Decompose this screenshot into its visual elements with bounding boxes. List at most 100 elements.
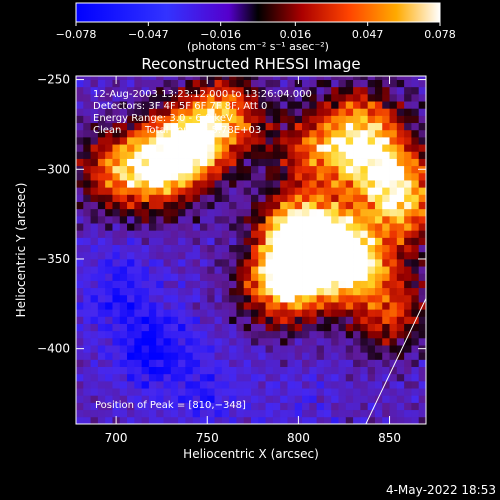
heatmap-cell (323, 388, 332, 396)
heatmap-cell (127, 337, 135, 346)
heatmap-cell (258, 395, 266, 403)
heatmap-cell (214, 345, 223, 353)
heatmap-cell (294, 409, 303, 418)
heatmap-cell (170, 388, 179, 396)
heatmap-cell (97, 187, 106, 195)
heatmap-cell (127, 345, 135, 353)
heatmap-cell (97, 359, 106, 367)
heatmap-cell (345, 237, 354, 246)
heatmap-cell (170, 359, 179, 367)
heatmap-cell (280, 187, 288, 195)
heatmap-cell (404, 93, 412, 102)
heatmap-cell (258, 266, 266, 274)
heatmap-cell (192, 273, 201, 281)
heatmap-cell (287, 101, 296, 109)
heatmap-cell (280, 380, 288, 389)
heatmap-cell (243, 388, 252, 396)
heatmap-cell (309, 151, 318, 159)
heatmap-cell (134, 158, 143, 167)
heatmap-cell (331, 151, 339, 159)
heatmap-cell (229, 323, 237, 332)
heatmap-cell (90, 258, 99, 267)
heatmap-cell (411, 187, 420, 195)
heatmap-cell (163, 76, 172, 80)
heatmap-cell (367, 115, 376, 124)
heatmap-cell (323, 215, 332, 224)
heatmap-cell (316, 258, 325, 267)
heatmap-cell (389, 223, 398, 231)
heatmap-cell (251, 93, 259, 102)
heatmap-cell (353, 388, 361, 396)
heatmap-cell (148, 201, 157, 210)
heatmap-cell (141, 380, 150, 389)
heatmap-cell (367, 294, 376, 303)
heatmap-cell (404, 151, 412, 159)
heatmap-cell (229, 366, 237, 375)
heatmap-cell (243, 380, 252, 389)
heatmap-cell (382, 129, 390, 138)
heatmap-cell (83, 237, 91, 246)
heatmap-cell (418, 395, 426, 403)
heatmap-cell (251, 373, 259, 382)
heatmap-cell (221, 359, 230, 367)
annotation-clean: Clean (93, 125, 121, 136)
heatmap-cell (105, 395, 113, 403)
heatmap-cell (309, 366, 318, 375)
heatmap-cell (119, 316, 128, 324)
heatmap-cell (418, 86, 426, 95)
heatmap-cell (331, 76, 339, 80)
heatmap-cell (404, 187, 412, 195)
heatmap-cell (418, 287, 426, 296)
heatmap-cell (148, 101, 157, 109)
heatmap-cell (367, 380, 376, 389)
heatmap-cell (163, 395, 172, 403)
heatmap-cell (389, 230, 398, 238)
heatmap-cell (199, 194, 208, 202)
heatmap-cell (192, 366, 201, 375)
heatmap-cell (374, 108, 383, 116)
heatmap-cell (331, 330, 339, 339)
heatmap-cell (243, 244, 252, 253)
heatmap-cell (105, 101, 113, 109)
heatmap-cell (338, 402, 347, 411)
heatmap-cell (367, 86, 376, 95)
heatmap-cell (272, 86, 281, 95)
heatmap-cell (156, 287, 164, 296)
heatmap-cell (251, 244, 259, 253)
heatmap-cell (156, 266, 164, 274)
heatmap-cell (199, 316, 208, 324)
heatmap-cell (272, 251, 281, 260)
heatmap-cell (396, 352, 405, 360)
heatmap-cell (258, 108, 266, 116)
heatmap-cell (170, 280, 179, 289)
heatmap-cell (76, 172, 84, 181)
heatmap-cell (229, 158, 237, 167)
heatmap-cell (105, 230, 113, 238)
heatmap-cell (302, 409, 310, 418)
heatmap-cell (170, 230, 179, 238)
heatmap-cell (185, 165, 194, 174)
heatmap-cell (396, 395, 405, 403)
heatmap-cell (127, 144, 135, 152)
heatmap-cell (338, 302, 347, 310)
heatmap-cell (76, 223, 84, 231)
heatmap-cell (105, 194, 113, 202)
heatmap-cell (163, 79, 172, 88)
heatmap-cell (214, 302, 223, 310)
heatmap-cell (127, 151, 135, 159)
heatmap-cell (272, 244, 281, 253)
heatmap-cell (345, 294, 354, 303)
heatmap-cell (331, 79, 339, 88)
heatmap-cell (134, 359, 143, 367)
heatmap-cell (229, 373, 237, 382)
heatmap-cell (90, 122, 99, 131)
heatmap-cell (316, 266, 325, 274)
heatmap-cell (404, 79, 412, 88)
heatmap-cell (97, 223, 106, 231)
heatmap-cell (178, 108, 186, 116)
heatmap-cell (199, 201, 208, 210)
heatmap-cell (331, 201, 339, 210)
heatmap-cell (229, 309, 237, 317)
heatmap-cell (83, 136, 91, 145)
heatmap-cell (265, 273, 274, 281)
